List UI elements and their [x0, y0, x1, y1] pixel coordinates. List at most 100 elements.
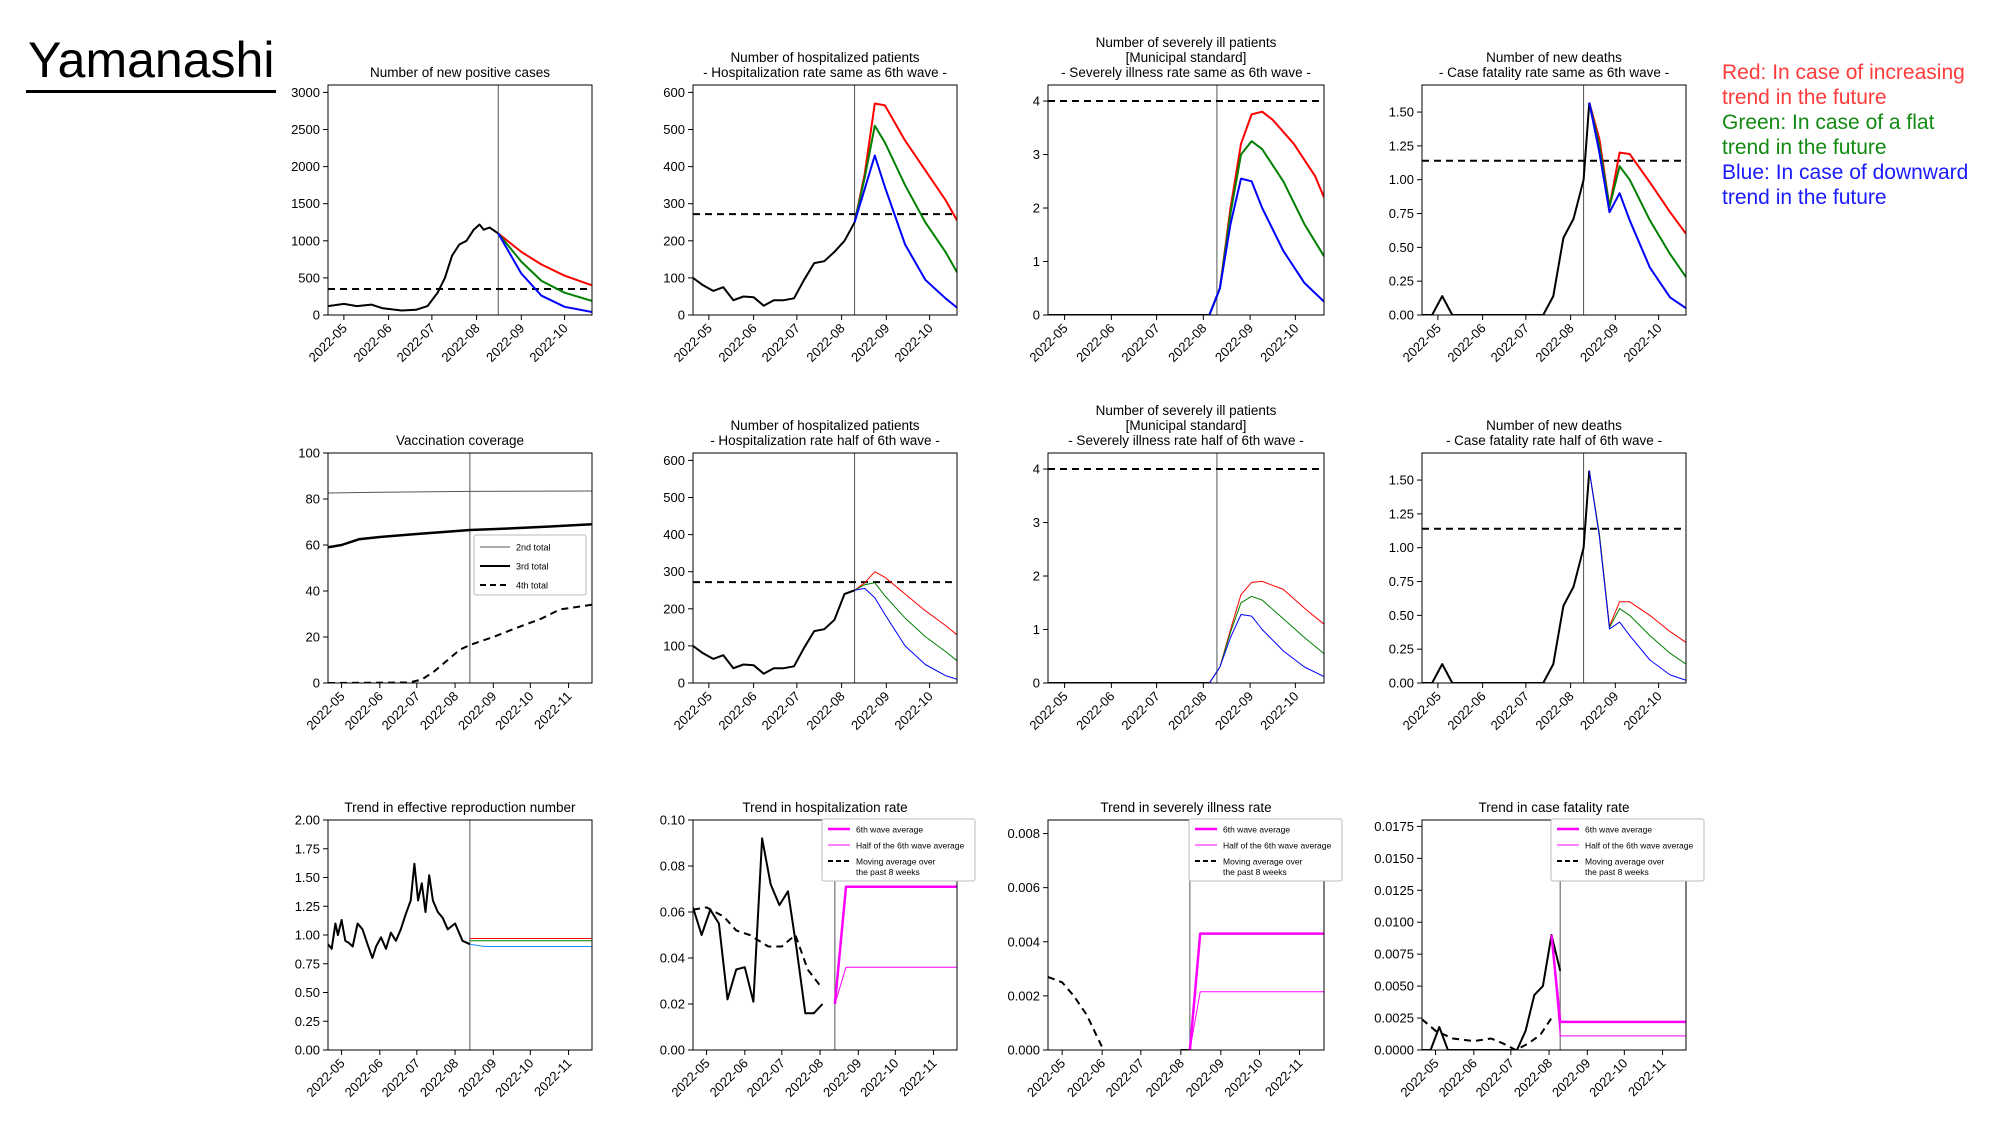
- chart-hospitalized-half: Number of hospitalized patients- Hospita…: [663, 418, 958, 733]
- x-tick-label: 2022-10: [1221, 1056, 1265, 1100]
- y-tick-label: 500: [663, 490, 685, 505]
- series-line: [1550, 934, 1686, 1024]
- chart-title: Trend in severely illness rate: [1100, 800, 1271, 815]
- y-tick-label: 0.50: [1389, 240, 1414, 255]
- y-tick-label: 0.25: [1389, 274, 1414, 289]
- series-line: [469, 943, 592, 947]
- y-tick-label: 0.000: [1007, 1043, 1040, 1058]
- y-tick-label: 2: [1033, 201, 1040, 216]
- series-line: [1208, 595, 1324, 683]
- chart-fatality-rate: Trend in case fatality rate 0.0000 0.0025 0…: [1374, 800, 1705, 1100]
- y-tick-label: 3: [1033, 515, 1040, 530]
- x-tick-label: 2022-05: [303, 1056, 347, 1100]
- y-tick-label: 0.008: [1007, 826, 1040, 841]
- x-tick-label: 2022-08: [417, 689, 461, 733]
- series-line: [854, 587, 957, 680]
- y-tick-label: 0.04: [660, 951, 685, 966]
- chart-title: Trend in effective reproduction number: [344, 800, 576, 815]
- x-tick-label: 2022-07: [379, 1056, 423, 1100]
- x-tick-label: 2022-06: [1073, 321, 1117, 365]
- y-tick-label: 0.00: [1389, 676, 1414, 691]
- y-tick-label: 3: [1033, 147, 1040, 162]
- y-tick-label: 1.50: [295, 870, 320, 885]
- x-tick-label: 2022-07: [394, 321, 438, 365]
- x-tick-label: 2022-08: [1532, 321, 1576, 365]
- y-tick-label: 1500: [291, 196, 320, 211]
- x-tick-label: 2022-09: [483, 321, 527, 365]
- chart-title: Number of severely ill patients: [1096, 35, 1277, 50]
- y-tick-label: 0.0075: [1374, 947, 1414, 962]
- legend-label: 6th wave average: [1585, 825, 1652, 835]
- y-tick-label: 600: [663, 453, 685, 468]
- y-tick-label: 60: [306, 538, 320, 553]
- y-tick-label: 1.25: [295, 899, 320, 914]
- x-tick-label: 2022-05: [1400, 689, 1444, 733]
- x-tick-label: 2022-10: [1620, 321, 1664, 365]
- y-tick-label: 1.00: [1389, 172, 1414, 187]
- series-line: [693, 837, 824, 1015]
- x-tick-label: 2022-09: [1549, 1056, 1593, 1100]
- x-tick-label: 2022-06: [1064, 1056, 1108, 1100]
- chart-new-positive-cases: Number of new positive cases 0 500 1000 1500…: [291, 65, 593, 365]
- x-tick-label: 2022-09: [848, 689, 892, 733]
- x-tick-label: 2022-08: [1143, 1056, 1187, 1100]
- x-tick-label: 2022-05: [1397, 1056, 1441, 1100]
- legend-label: Moving average over: [1223, 857, 1303, 867]
- y-tick-label: 0: [313, 308, 320, 323]
- x-tick-label: 2022-08: [1511, 1056, 1555, 1100]
- chart-title: Vaccination coverage: [396, 433, 524, 448]
- y-tick-label: 0.06: [660, 905, 685, 920]
- series-line: [328, 862, 471, 959]
- y-tick-label: 1.25: [1389, 138, 1414, 153]
- x-tick-label: 2022-11: [1262, 1056, 1306, 1100]
- legend-label: Half of the 6th wave average: [1223, 841, 1331, 851]
- plot-frame: [1047, 452, 1325, 684]
- y-tick-label: 0.02: [660, 997, 685, 1012]
- y-tick-label: 3000: [291, 85, 320, 100]
- x-tick-label: 2022-08: [782, 1056, 826, 1100]
- plot-frame: [692, 84, 958, 316]
- series-line: [853, 154, 957, 309]
- y-tick-label: 0.006: [1007, 880, 1040, 895]
- y-tick-label: 0.25: [295, 1014, 320, 1029]
- y-tick-label: 200: [663, 233, 685, 248]
- y-tick-label: 0.10: [660, 813, 685, 828]
- series-line: [1048, 975, 1105, 1050]
- series-line: [693, 906, 821, 987]
- y-tick-label: 0.08: [660, 859, 685, 874]
- plot-frame: [1421, 84, 1687, 316]
- series-line: [1189, 991, 1324, 1050]
- y-tick-label: 0.00: [295, 1043, 320, 1058]
- series-line: [1588, 470, 1686, 681]
- y-tick-label: 0.50: [295, 985, 320, 1000]
- series-line: [1188, 932, 1324, 1050]
- x-tick-label: 2022-10: [891, 321, 935, 365]
- note-green-line2: trend in the future: [1722, 136, 1887, 159]
- series-line: [328, 523, 592, 549]
- y-tick-label: 1.50: [1389, 105, 1414, 120]
- color-legend-note: Red: In case of increasing trend in the …: [1722, 60, 1968, 210]
- y-tick-label: 0.75: [1389, 574, 1414, 589]
- page-title: Yamanashi: [26, 30, 277, 93]
- legend-label: Moving average over: [1585, 857, 1665, 867]
- legend-label: 6th wave average: [856, 825, 923, 835]
- note-blue-line1: Blue: In case of downward: [1722, 161, 1969, 184]
- series-line: [497, 232, 592, 313]
- series-line: [328, 603, 592, 683]
- y-tick-label: 1.00: [1389, 540, 1414, 555]
- chart-severity-rate: Trend in severely illness rate 0.000 0.002…: [1007, 800, 1343, 1100]
- y-tick-label: 0: [1033, 676, 1040, 691]
- note-red-line2: trend in the future: [1722, 86, 1887, 109]
- legend-label: Half of the 6th wave average: [1585, 841, 1693, 851]
- x-tick-label: 2022-05: [1024, 1056, 1068, 1100]
- y-tick-label: 4: [1033, 462, 1040, 477]
- series-line: [853, 102, 957, 223]
- legend-box: [821, 818, 976, 882]
- legend-box: [1188, 818, 1343, 882]
- x-tick-label: 2022-09: [1212, 321, 1256, 365]
- y-tick-label: 0.0025: [1374, 1011, 1414, 1026]
- series-line: [497, 232, 592, 287]
- series-line: [1208, 140, 1324, 315]
- chart-severe-half: Number of severely ill patients[Municipa…: [1026, 403, 1325, 733]
